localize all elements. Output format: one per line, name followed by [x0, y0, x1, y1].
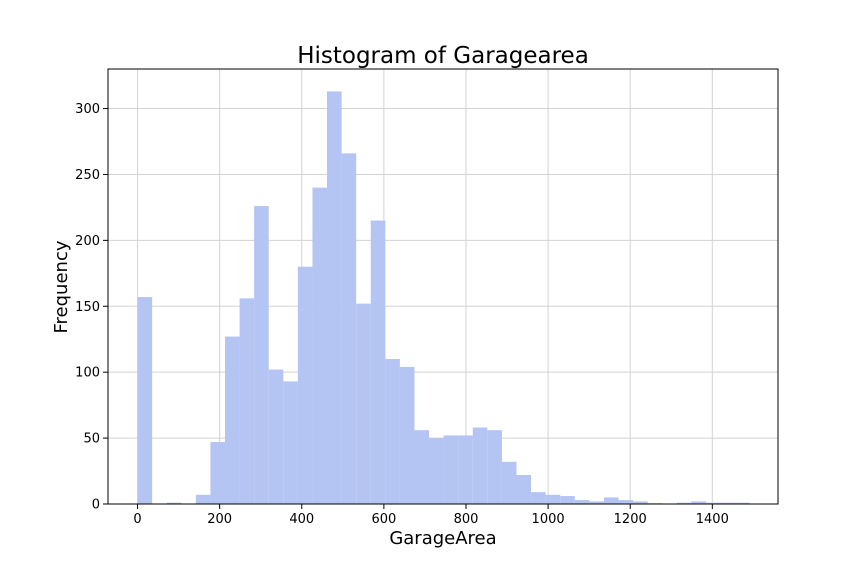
histogram-bar: [268, 369, 284, 504]
histogram-bar: [327, 91, 342, 504]
chart-title: Histogram of Garagearea: [297, 43, 589, 69]
x-tick-label: 400: [289, 512, 314, 527]
histogram-bar: [458, 435, 473, 504]
histogram-bar: [560, 496, 575, 504]
y-axis-title: Frequency: [51, 240, 72, 333]
histogram-bar: [574, 500, 590, 504]
histogram-bar: [225, 336, 240, 504]
histogram-bar: [370, 220, 386, 504]
histogram-bar: [414, 430, 430, 504]
y-tick-label: 0: [92, 498, 100, 513]
x-tick-label: 0: [133, 512, 141, 527]
histogram-bar: [166, 502, 182, 504]
x-tick-label: 1400: [696, 512, 729, 527]
plot-frame: [107, 68, 779, 505]
histogram-bar: [691, 501, 706, 504]
x-axis-title: GarageArea: [389, 528, 496, 549]
histogram-bar: [633, 501, 648, 504]
histogram-bar: [137, 297, 153, 504]
histogram-bar: [297, 266, 313, 504]
histogram-bar: [239, 298, 255, 504]
y-tick-label: 100: [75, 366, 100, 381]
x-tick-label: 800: [454, 512, 479, 527]
histogram-bar: [385, 359, 400, 504]
histogram-bar: [472, 427, 488, 504]
y-tick-label: 300: [75, 102, 100, 117]
histogram-bar: [720, 502, 736, 504]
histogram-bar: [429, 438, 444, 504]
histogram-bar: [618, 500, 634, 504]
histogram-bar: [312, 187, 328, 505]
histogram-bar: [545, 494, 561, 504]
x-tick-label: 1200: [614, 512, 647, 527]
histogram-bar: [501, 461, 517, 504]
x-tick-label: 200: [207, 512, 232, 527]
histogram-bar: [516, 475, 532, 504]
histogram-bar: [399, 366, 415, 504]
histogram-bar: [589, 501, 604, 504]
histogram-bar: [254, 206, 269, 504]
x-tick-label: 600: [371, 512, 396, 527]
y-tick-label: 250: [75, 168, 100, 183]
histogram-bar: [603, 497, 619, 504]
histogram-bar: [210, 442, 226, 504]
histogram-bar: [341, 153, 357, 504]
y-tick-label: 150: [75, 300, 100, 315]
histogram-bars: [137, 91, 750, 505]
histogram-bar: [735, 502, 750, 504]
histogram-bar: [705, 502, 721, 504]
histogram-bar: [676, 502, 692, 504]
histogram-bar: [531, 492, 546, 504]
x-tick-label: 1000: [532, 512, 565, 527]
x-axis-ticks: 0 200 400 600 800 1000 1200 1400: [133, 504, 729, 527]
histogram-bar: [283, 381, 298, 504]
histogram-bar: [356, 303, 371, 504]
histogram-bar: [487, 430, 502, 504]
histogram-bar: [443, 435, 459, 504]
y-axis-ticks: 0 50 100 150 200 250 300: [75, 102, 108, 513]
y-tick-label: 200: [75, 234, 100, 249]
y-tick-label: 50: [83, 432, 100, 447]
histogram-bar: [195, 494, 211, 504]
